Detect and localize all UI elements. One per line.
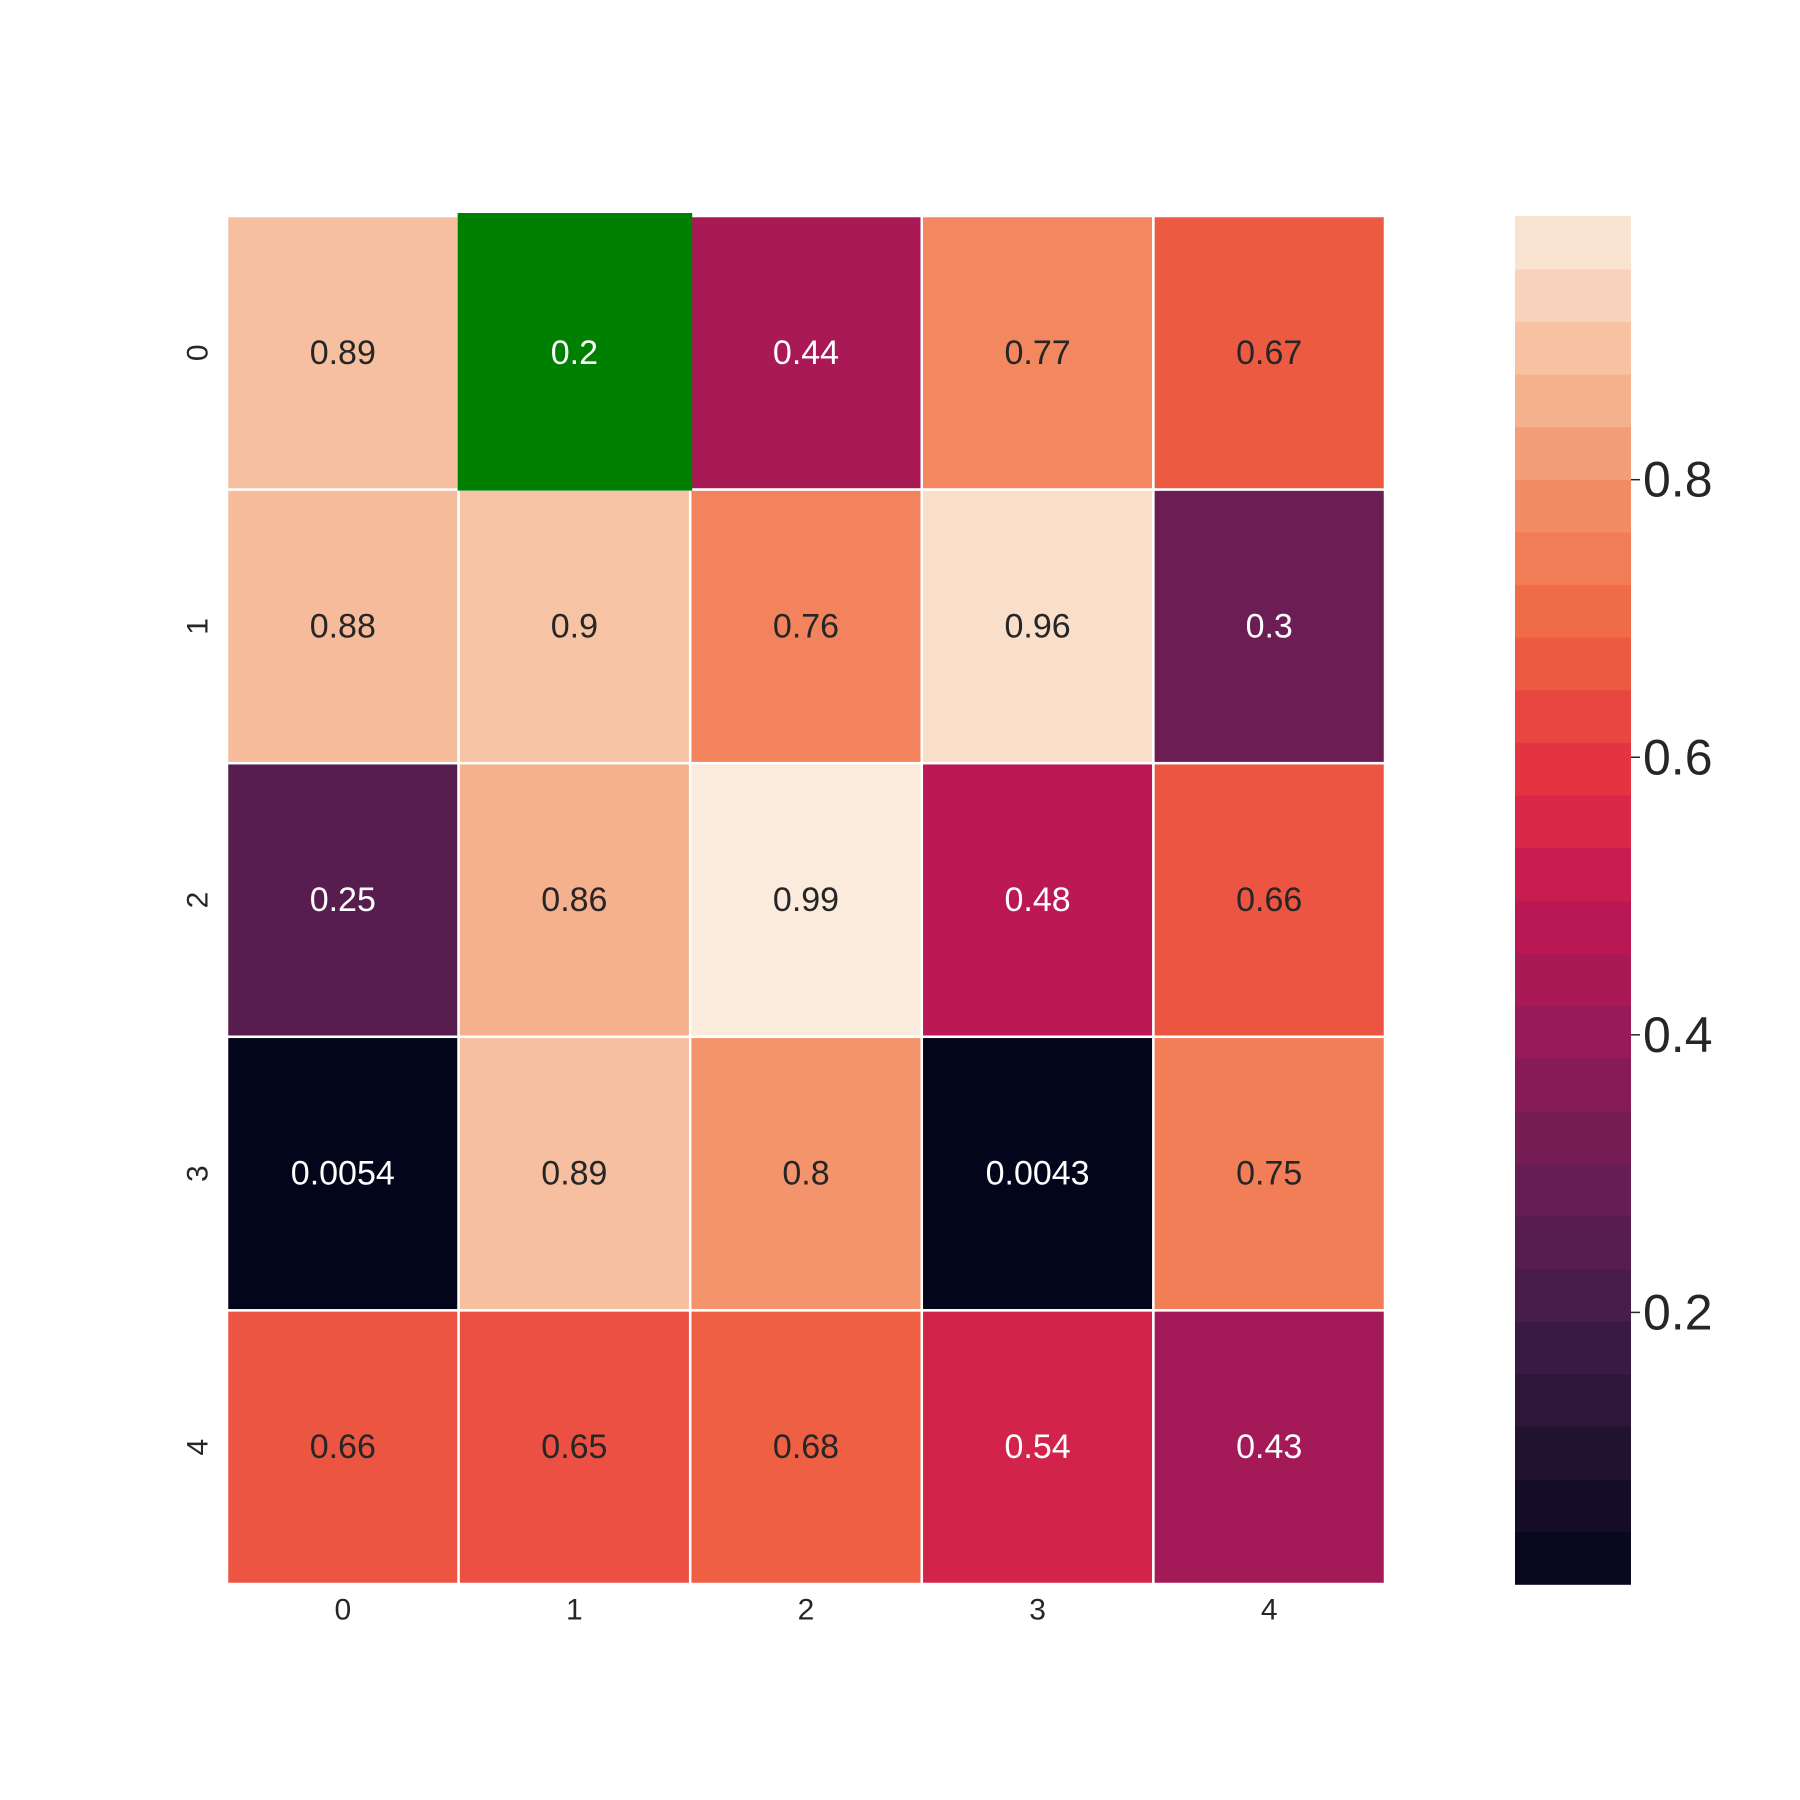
cell-value-label: 0.2 — [551, 334, 598, 372]
cell-value-label: 0.68 — [773, 1428, 839, 1466]
colorbar-band — [1515, 1373, 1631, 1427]
colorbar-band — [1515, 321, 1631, 375]
highlight-layer — [457, 213, 693, 491]
heatmap-cell-r4-c0 — [225, 1309, 460, 1586]
colorbar-band — [1515, 900, 1631, 954]
heatmap-cell-r3-c1 — [457, 1035, 692, 1312]
colorbar-band — [1515, 952, 1631, 1007]
heatmap-cell-r2-c1 — [457, 761, 692, 1039]
heatmap-cell-r1-c0 — [225, 488, 460, 765]
y-tick-label: 3 — [182, 1165, 215, 1182]
cell-value-label: 0.76 — [773, 607, 839, 645]
heatmap-cell-r2-c4 — [1152, 761, 1387, 1039]
colorbar-band — [1515, 1215, 1631, 1270]
heatmap-cell-r0-c0 — [225, 214, 460, 491]
colorbar-tick-label: 0.6 — [1643, 729, 1713, 785]
cell-value-label: 0.75 — [1236, 1155, 1302, 1193]
colorbar-band — [1515, 373, 1631, 428]
heatmap-cell-r3-c0 — [225, 1035, 460, 1312]
cell-value-label: 0.44 — [773, 334, 839, 372]
colorbar-band — [1515, 636, 1631, 691]
heatmap-cell-r3-c3 — [920, 1035, 1155, 1312]
x-tick-label: 4 — [1261, 1594, 1278, 1627]
heatmap-cell-r4-c1 — [457, 1309, 692, 1586]
cell-value-label: 0.3 — [1246, 607, 1293, 645]
colorbar-band — [1515, 794, 1631, 849]
cell-value-label: 0.66 — [310, 1428, 376, 1466]
heatmap-cell-r0-c4 — [1152, 214, 1387, 491]
heatmap-cell-r0-c2 — [688, 214, 924, 491]
colorbar-band — [1515, 216, 1631, 270]
colorbar-band — [1515, 531, 1631, 586]
cell-value-label: 0.9 — [551, 607, 598, 645]
heatmap-cell-r4-c4 — [1152, 1309, 1387, 1586]
colorbar-tick-label: 0.8 — [1643, 452, 1713, 508]
heatmap-cell-r3-c4 — [1152, 1035, 1387, 1312]
heatmap-cell-r0-c3 — [920, 214, 1155, 491]
cell-value-label: 0.89 — [541, 1155, 607, 1193]
cell-value-label: 0.86 — [541, 881, 607, 919]
colorbar-band — [1515, 479, 1631, 533]
cell-value-label: 0.8 — [782, 1155, 829, 1193]
y-tick-label: 2 — [182, 892, 215, 909]
heatmap-cell-r1-c4 — [1152, 488, 1387, 765]
y-tick-label: 1 — [182, 618, 215, 635]
cell-value-label: 0.67 — [1236, 334, 1302, 372]
x-tick-label: 1 — [566, 1594, 583, 1627]
colorbar-band — [1515, 1320, 1631, 1375]
x-tick-label: 0 — [334, 1594, 351, 1627]
colorbar-band — [1515, 1478, 1631, 1533]
highlighted-cell — [457, 213, 693, 491]
colorbar-band — [1515, 689, 1631, 743]
cell-value-label: 0.89 — [310, 334, 376, 372]
colorbar-band — [1515, 1531, 1631, 1585]
cell-value-label: 0.0043 — [986, 1155, 1090, 1193]
cell-value-label: 0.96 — [1005, 607, 1071, 645]
colorbar-tick-label: 0.2 — [1643, 1284, 1713, 1340]
cell-value-label: 0.0054 — [291, 1155, 395, 1193]
colorbar-band — [1515, 1426, 1631, 1480]
colorbar-band — [1515, 1268, 1631, 1322]
cell-value-label: 0.66 — [1236, 881, 1302, 919]
colorbar: 0.2 0.4 0.6 0.8 — [1515, 216, 1713, 1585]
colorbar-band — [1515, 426, 1631, 480]
cell-value-label: 0.77 — [1005, 334, 1071, 372]
cell-value-label: 0.65 — [541, 1428, 607, 1466]
cell-value-label: 0.54 — [1005, 1428, 1071, 1466]
colorbar-band — [1515, 1110, 1631, 1164]
heatmap-cell-r2-c3 — [920, 761, 1155, 1039]
cell-labels: 0.89 0.2 0.44 0.77 0.67 0.88 0.9 0.76 0.96 0.3 0.2… — [291, 334, 1302, 1466]
colorbar-band — [1515, 584, 1631, 638]
x-tick-label: 3 — [1029, 1594, 1046, 1627]
colorbar-band — [1515, 742, 1631, 796]
colorbar-band — [1515, 1057, 1631, 1112]
colorbar-band — [1515, 1005, 1631, 1059]
colorbar-band — [1515, 268, 1631, 323]
heatmap-cell-r1-c2 — [688, 488, 924, 765]
x-axis: 0 1 2 3 4 — [334, 1594, 1277, 1627]
cell-value-label: 0.48 — [1005, 881, 1071, 919]
cell-value-label: 0.25 — [310, 881, 376, 919]
heatmap-cell-r2-c2 — [688, 761, 924, 1039]
y-axis: 0 1 2 3 4 — [182, 344, 215, 1455]
colorbar-band — [1515, 1163, 1631, 1217]
x-tick-label: 2 — [798, 1594, 815, 1627]
heatmap-cell-r3-c2 — [688, 1035, 924, 1312]
colorbar-tick-label: 0.4 — [1643, 1007, 1713, 1063]
cell-value-label: 0.43 — [1236, 1428, 1302, 1466]
heatmap-cell-r4-c2 — [688, 1309, 924, 1586]
y-tick-label: 4 — [182, 1439, 215, 1456]
colorbar-band — [1515, 847, 1631, 901]
cell-value-label: 0.99 — [773, 881, 839, 919]
cell-value-label: 0.88 — [310, 607, 376, 645]
y-tick-label: 0 — [182, 344, 215, 361]
